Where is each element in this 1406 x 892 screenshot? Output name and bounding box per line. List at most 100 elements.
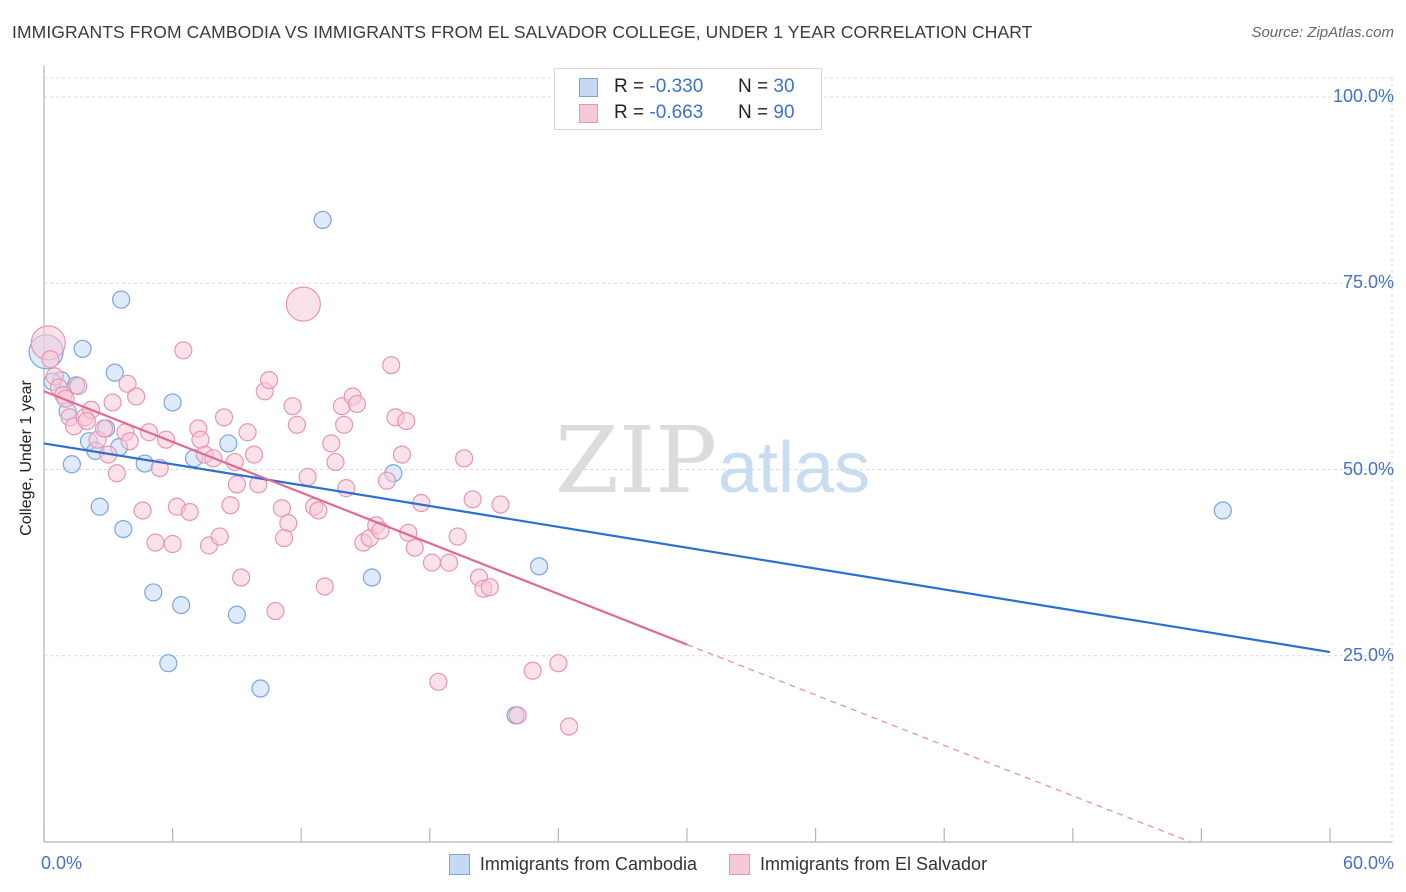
trend-line-cambodia xyxy=(43,442,1331,654)
point-el-salvador xyxy=(397,411,416,431)
point-el-salvador xyxy=(549,654,568,673)
point-el-salvador xyxy=(560,717,579,736)
legend-row-cambodia: R = -0.330 N = 30 xyxy=(579,75,795,99)
point-el-salvador xyxy=(210,527,229,546)
point-el-salvador xyxy=(118,374,137,393)
point-el-salvador xyxy=(382,356,401,375)
point-el-salvador xyxy=(309,501,328,520)
point-el-salvador xyxy=(214,408,234,427)
axes xyxy=(43,66,1392,843)
point-el-salvador xyxy=(238,423,257,442)
point-el-salvador xyxy=(405,538,424,557)
n-label: N = xyxy=(738,102,769,123)
point-cambodia xyxy=(530,557,549,576)
point-cambodia xyxy=(144,583,163,602)
point-el-salvador xyxy=(279,514,298,533)
point-el-salvador xyxy=(266,601,285,621)
point-el-salvador xyxy=(315,577,334,596)
point-cambodia xyxy=(105,363,124,382)
point-cambodia xyxy=(163,393,182,412)
point-el-salvador xyxy=(377,471,397,490)
point-cambodia xyxy=(62,455,81,474)
r-label: R = xyxy=(614,102,645,123)
legend-row-el-salvador: R = -0.663 N = 90 xyxy=(579,101,795,125)
point-el-salvador xyxy=(287,415,307,434)
x-tick-max: 60.0% xyxy=(1342,853,1394,873)
point-el-salvador xyxy=(232,568,251,587)
point-el-salvador xyxy=(334,415,354,434)
point-el-salvador xyxy=(244,445,264,464)
point-el-salvador xyxy=(127,387,146,406)
legend-item-cambodia[interactable]: Immigrants from Cambodia xyxy=(448,853,697,875)
point-cambodia xyxy=(219,434,238,453)
point-el-salvador xyxy=(94,419,114,438)
point-cambodia xyxy=(227,605,246,624)
point-cambodia xyxy=(112,290,131,309)
point-cambodia xyxy=(73,339,92,358)
point-el-salvador xyxy=(422,553,442,572)
trend-line-el-salvador xyxy=(43,390,688,646)
point-el-salvador xyxy=(41,350,60,369)
point-el-salvador xyxy=(103,393,122,412)
point-el-salvador xyxy=(283,397,302,416)
chart-title: IMMIGRANTS FROM CAMBODIA VS IMMIGRANTS F… xyxy=(12,22,1033,42)
point-el-salvador xyxy=(523,661,542,680)
point-cambodia xyxy=(313,210,332,230)
chart-source: Source: ZipAtlas.com xyxy=(1251,24,1394,41)
series-legend: Immigrants from Cambodia Immigrants from… xyxy=(0,850,1406,878)
trend-line-el-salvador-extension xyxy=(686,644,1191,843)
point-cambodia xyxy=(114,519,133,539)
point-cambodia xyxy=(135,454,154,473)
point-el-salvador xyxy=(322,434,341,453)
y-tick-label: 75.0% xyxy=(1342,272,1394,293)
point-el-salvador xyxy=(120,432,139,451)
legend-label-el-salvador: Immigrants from El Salvador xyxy=(760,853,988,874)
watermark-zip: ZIP xyxy=(555,407,717,514)
point-el-salvador xyxy=(392,445,412,464)
point-el-salvador xyxy=(227,475,246,494)
point-el-salvador xyxy=(77,411,96,431)
point-el-salvador xyxy=(508,706,527,725)
trend-lines xyxy=(43,390,1331,843)
point-el-salvador xyxy=(146,533,165,552)
data-points xyxy=(28,210,1232,736)
point-el-salvador xyxy=(463,490,482,509)
point-cambodia xyxy=(251,679,270,698)
point-el-salvador xyxy=(429,672,448,691)
point-cambodia xyxy=(159,654,178,673)
point-el-salvador xyxy=(298,467,317,487)
n-value-el-salvador: 90 xyxy=(773,102,795,123)
legend-label-cambodia: Immigrants from Cambodia xyxy=(479,853,697,874)
watermark-atlas: atlas xyxy=(718,428,870,508)
point-el-salvador xyxy=(454,449,474,468)
correlation-legend: R = -0.330 N = 30 R = -0.663 N = 90 xyxy=(554,68,822,130)
point-el-salvador xyxy=(69,376,88,396)
y-tick-label: 50.0% xyxy=(1342,458,1394,479)
r-value-cambodia: -0.330 xyxy=(649,76,704,97)
legend-swatch-cambodia xyxy=(448,853,470,875)
point-cambodia xyxy=(172,595,191,615)
n-label: N = xyxy=(738,76,769,97)
r-value-el-salvador: -0.663 xyxy=(649,102,704,123)
point-el-salvador xyxy=(221,496,240,515)
r-label: R = xyxy=(614,76,645,97)
point-el-salvador xyxy=(285,286,321,322)
watermark: ZIP atlas xyxy=(555,407,870,514)
point-cambodia xyxy=(362,568,382,587)
legend-item-el-salvador[interactable]: Immigrants from El Salvador xyxy=(729,853,988,875)
n-value-cambodia: 30 xyxy=(773,76,795,97)
y-tick-label: 25.0% xyxy=(1342,644,1394,665)
point-cambodia xyxy=(1213,501,1232,520)
point-el-salvador xyxy=(180,502,199,522)
legend-swatch-el-salvador xyxy=(579,103,598,123)
point-el-salvador xyxy=(133,501,152,520)
point-el-salvador xyxy=(448,527,467,546)
point-el-salvador xyxy=(107,464,126,483)
point-el-salvador xyxy=(480,578,499,597)
point-el-salvador xyxy=(174,341,193,360)
point-el-salvador xyxy=(491,495,510,514)
point-el-salvador xyxy=(259,371,279,390)
y-tick-label: 100.0% xyxy=(1332,86,1394,106)
point-el-salvador xyxy=(326,452,345,472)
